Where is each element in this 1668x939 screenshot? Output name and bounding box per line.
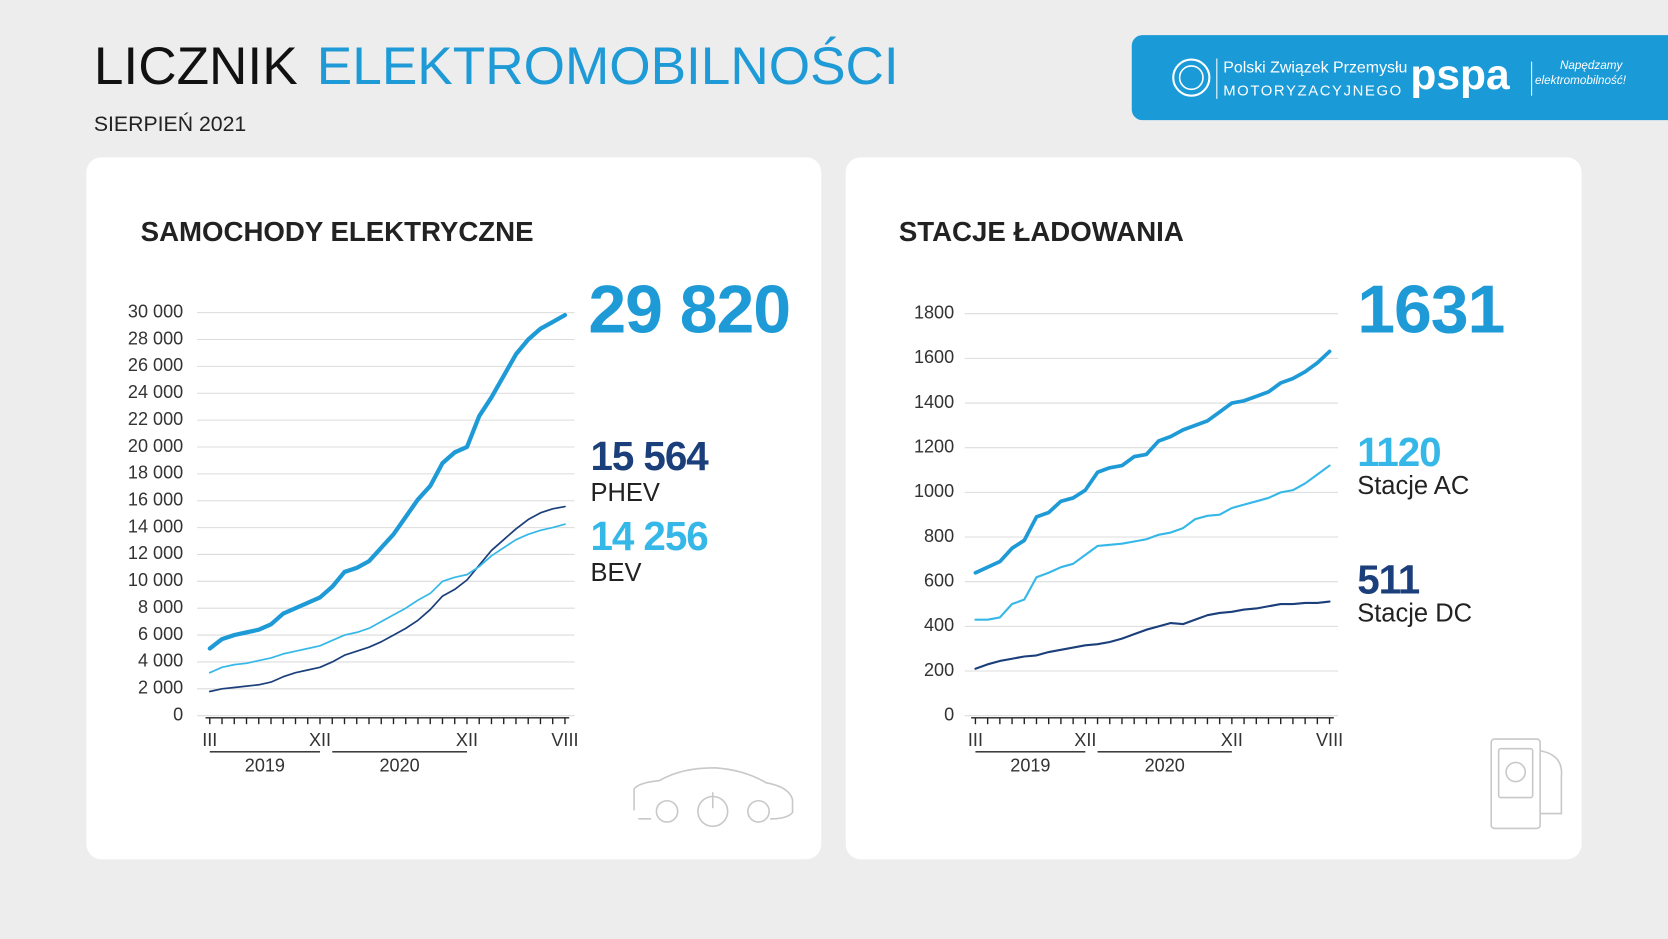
year-label: 2019 [1010,755,1050,775]
y-tick-label: 0 [173,704,183,724]
legend-label: Stacje DC [1357,599,1472,627]
logo-emblem [1172,58,1211,97]
legend-label: Stacje AC [1357,472,1469,500]
series-total: 1120 [1357,429,1440,475]
series-total: 1631 [1357,272,1504,348]
y-tick-label: 8 000 [138,597,183,617]
series-total: 29 820 [588,272,790,348]
y-tick-label: 26 000 [128,355,183,375]
logo-background [1131,35,1668,121]
y-tick-label: 200 [924,660,954,680]
charger-power [1505,761,1527,783]
title-dark: LICZNIK [94,37,298,96]
x-tick-label: XII [456,730,478,750]
year-label: 2019 [245,755,285,775]
y-tick-label: 1400 [914,392,954,412]
y-tick-label: 1800 [914,302,954,322]
x-tick-label: VIII [551,730,578,750]
y-tick-label: 2 000 [138,678,183,698]
charger-body [1490,738,1541,830]
y-tick-label: 1000 [914,481,954,501]
chart-title: STACJE ŁADOWANIA [899,216,1184,247]
y-tick-label: 10 000 [128,570,183,590]
y-tick-label: 24 000 [128,382,183,402]
y-tick-label: 18 000 [128,463,183,483]
series-total: 15 564 [590,433,709,479]
subtitle: SIERPIEŃ 2021 [94,111,246,136]
x-tick-label: III [968,730,983,750]
logo-emblem-inner [1178,65,1204,91]
card-cars [86,157,822,860]
y-tick-label: 28 000 [128,328,183,348]
series-total: 511 [1357,556,1420,602]
charger-cable [1539,749,1563,815]
legend-label: PHEV [590,479,659,507]
chart-title: SAMOCHODY ELEKTRYCZNE [141,216,534,247]
series-line [973,349,1332,575]
y-tick-label: 800 [924,526,954,546]
y-tick-label: 22 000 [128,409,183,429]
series-line [207,312,568,651]
y-tick-label: 16 000 [128,489,183,509]
charger-screen [1497,747,1534,799]
y-tick-label: 4 000 [138,651,183,671]
series-line [208,505,566,693]
main-title: LICZNIK ELEKTROMOBILNOŚCI [94,35,899,96]
y-tick-label: 14 000 [128,516,183,536]
y-tick-label: 400 [924,615,954,635]
legend-label: BEV [590,559,641,587]
x-tick-label: XII [1221,730,1243,750]
title-blue: ELEKTROMOBILNOŚCI [317,35,899,96]
logo-brand: pspa [1410,51,1510,99]
logo-slogan-2: elektromobilność! [1535,74,1627,87]
x-tick-label: XII [1074,730,1096,750]
y-tick-label: 0 [944,704,954,724]
car-body [633,766,794,820]
series-line [974,600,1331,670]
car-wheel [655,799,679,823]
series-total: 14 256 [590,513,707,559]
series-line [208,523,566,674]
y-tick-label: 1600 [914,347,954,367]
y-tick-label: 20 000 [128,436,183,456]
car-wheel [747,799,770,823]
x-tick-label: III [202,730,217,750]
card-stations [845,157,1582,860]
charger-icon [1490,738,1563,830]
year-label: 2020 [380,755,420,775]
car-icon [633,766,794,828]
y-tick-label: 30 000 [128,301,183,321]
year-label: 2020 [1145,755,1185,775]
y-tick-label: 6 000 [138,624,183,644]
x-tick-label: VIII [1316,730,1343,750]
logo-org-2: MOTORYZACYJNEGO [1223,83,1403,99]
logo-slogan-1: Napędzamy [1560,59,1624,72]
y-tick-label: 12 000 [128,543,183,563]
y-tick-label: 600 [924,570,954,590]
series-line [974,464,1331,621]
y-tick-label: 1200 [914,436,954,456]
x-tick-label: XII [309,730,331,750]
logo-org-1: Polski Związek Przemysłu [1223,59,1407,76]
logo-bar: Polski Związek Przemysłu MOTORYZACYJNEGO… [1131,35,1668,121]
